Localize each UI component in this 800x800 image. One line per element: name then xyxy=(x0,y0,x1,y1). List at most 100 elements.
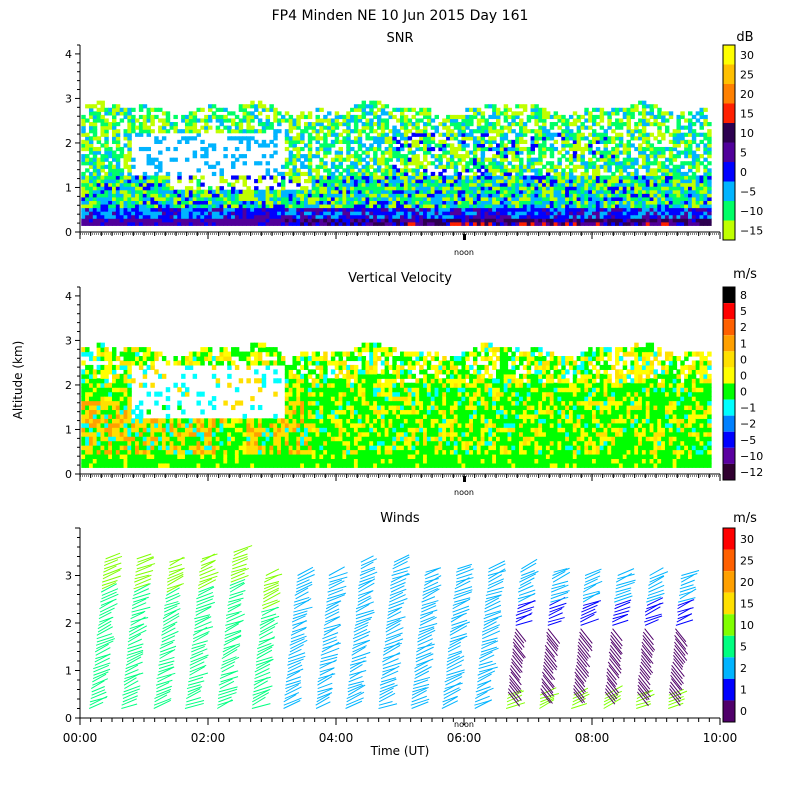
snr-cell xyxy=(411,150,416,155)
snr-cell xyxy=(699,218,704,223)
velocity-cell xyxy=(138,445,144,451)
velocity-cell xyxy=(142,458,148,464)
snr-cell xyxy=(311,214,317,219)
velocity-cell xyxy=(223,351,228,357)
snr-cell xyxy=(388,196,393,201)
snr-cell xyxy=(330,118,336,123)
snr-cell xyxy=(592,171,597,177)
snr-cell xyxy=(158,196,163,201)
snr-cell xyxy=(519,161,524,166)
snr-cell xyxy=(307,221,313,226)
snr-cell xyxy=(664,129,670,134)
snr-cell xyxy=(388,193,393,198)
snr-cell xyxy=(234,175,240,180)
snr-cell xyxy=(449,193,455,198)
snr-cell xyxy=(457,211,463,216)
snr-cell xyxy=(234,179,240,184)
snr-cell xyxy=(657,164,662,169)
velocity-cell xyxy=(100,382,105,388)
velocity-title: Vertical Velocity xyxy=(348,271,452,286)
snr-cell xyxy=(284,189,290,194)
snr-cell xyxy=(85,143,90,148)
snr-cell xyxy=(430,189,436,194)
snr-cell xyxy=(357,118,363,123)
velocity-cell xyxy=(181,436,186,442)
snr-cell xyxy=(346,150,351,155)
snr-cell xyxy=(342,179,347,184)
snr-cell xyxy=(265,161,271,166)
velocity-cell xyxy=(211,364,217,370)
colorbar-label: −15 xyxy=(740,224,763,237)
snr-cell xyxy=(707,221,712,226)
snr-cell xyxy=(492,164,497,169)
snr-cell xyxy=(146,132,151,137)
snr-cell xyxy=(453,122,459,127)
snr-cell xyxy=(280,118,286,123)
snr-cell xyxy=(165,203,171,209)
snr-cell xyxy=(376,122,382,127)
snr-cell xyxy=(503,203,509,209)
snr-cell xyxy=(112,189,117,194)
snr-cell xyxy=(200,125,205,130)
snr-cell xyxy=(219,196,224,201)
snr-cell xyxy=(664,146,670,152)
snr-cell xyxy=(123,189,128,194)
velocity-cell xyxy=(135,356,140,362)
snr-cell xyxy=(592,175,597,180)
velocity-cell xyxy=(108,427,113,433)
snr-cell xyxy=(688,211,693,216)
snr-cell xyxy=(534,129,539,134)
velocity-cell xyxy=(192,440,198,446)
snr-cell xyxy=(403,139,409,144)
snr-cell xyxy=(373,168,378,173)
snr-cell xyxy=(622,221,628,226)
snr-cell xyxy=(88,221,94,226)
snr-cell xyxy=(173,203,178,209)
snr-cell xyxy=(215,196,221,201)
snr-cell xyxy=(695,168,701,173)
snr-cell xyxy=(545,186,551,191)
snr-cell xyxy=(668,196,674,201)
snr-cell xyxy=(653,168,658,173)
snr-cell xyxy=(307,154,313,159)
velocity-cell xyxy=(196,431,201,437)
velocity-cell xyxy=(146,436,151,442)
snr-cell xyxy=(530,175,535,180)
snr-cell xyxy=(568,186,574,191)
snr-cell xyxy=(376,175,382,180)
snr-cell xyxy=(688,111,693,116)
snr-cell xyxy=(549,114,555,120)
snr-cell xyxy=(327,193,332,198)
velocity-cell xyxy=(231,431,236,437)
velocity-cell xyxy=(181,360,186,366)
velocity-cell xyxy=(138,453,144,460)
snr-cell xyxy=(561,214,566,219)
snr-cell xyxy=(699,161,704,166)
snr-cell xyxy=(661,111,666,116)
snr-cell xyxy=(549,193,555,198)
snr-cell xyxy=(599,207,605,212)
snr-cell xyxy=(131,193,136,198)
snr-cell xyxy=(100,218,105,223)
snr-cell xyxy=(112,129,117,134)
snr-cell xyxy=(672,218,678,223)
snr-cell xyxy=(426,175,432,180)
snr-cell xyxy=(488,157,493,162)
snr-cell xyxy=(426,146,432,152)
velocity-cell xyxy=(135,462,140,468)
snr-cell xyxy=(607,118,612,123)
colorbar-frame xyxy=(722,44,736,241)
velocity-cell xyxy=(231,347,236,353)
snr-cell xyxy=(365,196,370,201)
snr-cell xyxy=(664,182,670,187)
snr-cell xyxy=(503,125,509,130)
snr-cell xyxy=(584,118,589,123)
snr-cell xyxy=(664,157,670,162)
snr-cell xyxy=(530,182,535,187)
snr-cell xyxy=(196,107,201,112)
snr-cell xyxy=(657,203,662,209)
snr-cell xyxy=(653,118,658,123)
snr-cell xyxy=(115,218,121,223)
snr-cell xyxy=(204,122,209,127)
snr-cell xyxy=(338,161,343,166)
